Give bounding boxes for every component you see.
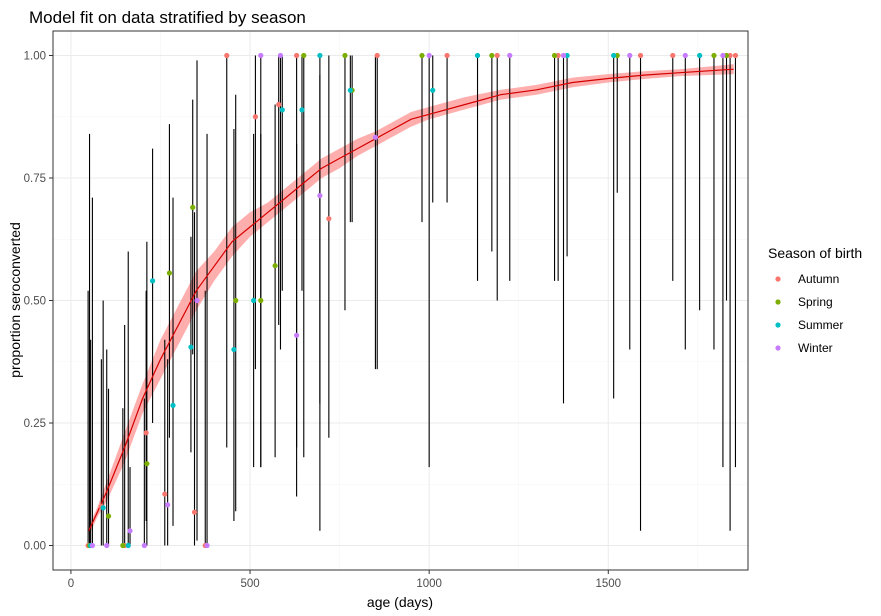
point-winter-13 (507, 52, 513, 59)
point-spring-8 (272, 263, 278, 269)
point-spring-7 (258, 297, 264, 304)
x-tick-label-1: 500 (240, 578, 259, 590)
y-tick-label-4: 1.00 (24, 51, 46, 63)
y-axis-ticks: 0.00 0.25 0.50 0.75 1.00 (24, 51, 53, 553)
legend-label-summer: Summer (798, 318, 843, 332)
point-autumn-17 (670, 52, 676, 59)
point-winter-12 (426, 52, 432, 59)
error-bars (87, 55, 737, 546)
point-spring-9 (301, 52, 307, 59)
fit-line (88, 68, 734, 532)
point-winter-8 (277, 52, 284, 59)
y-tick-label-3: 0.75 (24, 173, 46, 185)
point-winter-5 (194, 297, 200, 304)
point-summer-12 (430, 87, 436, 93)
point-summer-7 (251, 297, 257, 304)
point-winter-2 (127, 528, 133, 534)
point-autumn-19 (732, 52, 739, 59)
legend-label-winter: Winter (798, 341, 833, 355)
point-summer-2 (125, 542, 131, 549)
legend-entries: Autumn Spring Summer Winter (775, 272, 843, 355)
point-summer-16 (697, 52, 703, 59)
point-spring-3 (144, 461, 150, 467)
point-summer-9 (299, 107, 305, 113)
fit-line-layer (88, 68, 734, 532)
point-autumn-11 (326, 216, 332, 222)
point-winter-10 (317, 193, 323, 199)
point-autumn-8 (252, 114, 259, 120)
point-summer-14 (564, 52, 570, 59)
point-summer-3 (149, 278, 156, 284)
x-axis-ticks: 0 500 1000 1500 (68, 570, 621, 590)
point-spring-10 (342, 52, 348, 59)
point-winter-1 (104, 542, 110, 549)
point-autumn-16 (637, 52, 644, 59)
point-spring-17 (723, 52, 730, 59)
plot-panel (52, 30, 749, 571)
point-winter-11 (372, 134, 379, 140)
legend-title: Season of birth (768, 245, 862, 261)
point-autumn-3 (143, 430, 149, 436)
point-winter-3 (141, 542, 147, 549)
grid-lines (53, 31, 748, 570)
point-spring-6 (233, 297, 239, 304)
point-summer-1 (100, 505, 106, 511)
point-winter-0 (89, 542, 96, 549)
point-winter-7 (258, 52, 264, 59)
data-points (85, 52, 739, 549)
x-tick-label-3: 1500 (595, 578, 621, 590)
point-spring-16 (711, 52, 717, 59)
legend-key-spring (775, 299, 781, 305)
point-summer-8 (279, 107, 285, 113)
point-spring-4 (166, 270, 173, 276)
y-tick-label-1: 0.25 (24, 418, 46, 430)
chart-title: Model fit on data stratified by season (29, 8, 306, 27)
point-autumn-7 (224, 52, 230, 59)
point-summer-5 (188, 344, 194, 350)
point-winter-15 (627, 52, 633, 59)
point-spring-15 (614, 52, 620, 59)
legend-key-winter (775, 345, 781, 351)
point-autumn-10 (294, 52, 300, 59)
point-winter-17 (720, 52, 726, 59)
point-autumn-15 (555, 52, 561, 59)
point-winter-9 (294, 332, 300, 338)
point-winter-6 (204, 542, 210, 549)
point-winter-16 (682, 52, 688, 59)
point-autumn-4 (162, 491, 168, 497)
y-tick-label-2: 0.50 (24, 296, 46, 308)
point-spring-2 (120, 542, 126, 549)
point-summer-6 (231, 346, 237, 353)
point-spring-5 (190, 204, 196, 210)
point-summer-4 (170, 402, 176, 408)
point-summer-15 (611, 52, 617, 59)
point-autumn-12 (374, 52, 380, 59)
x-axis-title: age (days) (367, 594, 433, 610)
x-tick-label-2: 1000 (416, 578, 442, 590)
legend-label-spring: Spring (798, 295, 833, 309)
point-winter-4 (165, 502, 171, 508)
point-autumn-5 (191, 509, 198, 515)
point-autumn-13 (444, 52, 450, 59)
point-summer-13 (474, 52, 481, 59)
point-autumn-14 (494, 52, 500, 59)
legend-key-autumn (775, 276, 781, 282)
point-summer-10 (317, 52, 323, 59)
legend-key-summer (775, 322, 781, 328)
y-tick-label-0: 0.00 (24, 541, 46, 553)
point-autumn-9 (276, 101, 282, 108)
point-autumn-18 (727, 52, 733, 59)
point-spring-13 (489, 52, 495, 59)
point-spring-12 (419, 52, 425, 59)
y-axis-title: proportion seroconverted (7, 222, 23, 378)
point-spring-14 (551, 52, 558, 59)
point-summer-11 (347, 87, 353, 93)
point-winter-14 (560, 52, 567, 59)
point-spring-1 (105, 513, 112, 519)
legend-label-autumn: Autumn (798, 272, 839, 286)
x-tick-label-0: 0 (68, 578, 74, 590)
legend: Season of birth Autumn Spring Summer Winter (768, 245, 862, 355)
